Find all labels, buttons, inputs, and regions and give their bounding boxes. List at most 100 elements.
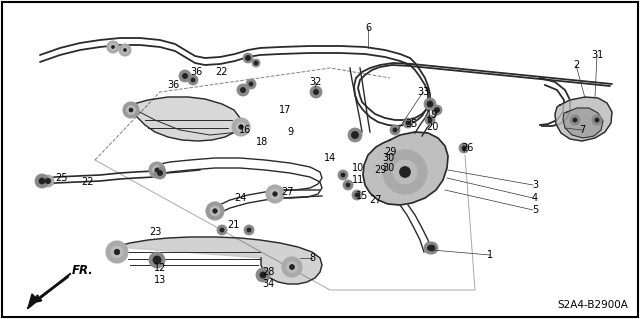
Text: 26: 26 [461, 143, 473, 153]
Circle shape [383, 150, 427, 194]
Circle shape [243, 53, 253, 63]
Circle shape [393, 128, 397, 132]
Circle shape [403, 118, 413, 128]
Circle shape [153, 256, 161, 264]
Circle shape [390, 125, 400, 135]
Circle shape [254, 61, 258, 65]
Circle shape [42, 175, 54, 187]
Text: 1: 1 [487, 250, 493, 260]
Circle shape [232, 118, 250, 136]
Circle shape [462, 146, 466, 150]
Circle shape [188, 75, 198, 85]
Circle shape [428, 246, 433, 250]
Polygon shape [115, 237, 322, 284]
Circle shape [406, 121, 410, 125]
Circle shape [266, 185, 284, 203]
Circle shape [256, 268, 270, 282]
Circle shape [270, 189, 280, 199]
Text: 35: 35 [406, 119, 418, 129]
Text: 30: 30 [382, 153, 394, 163]
Text: 2: 2 [573, 60, 579, 70]
Text: 22: 22 [216, 67, 228, 77]
Circle shape [107, 41, 119, 53]
Circle shape [427, 101, 433, 107]
Circle shape [157, 170, 163, 175]
Text: 29: 29 [374, 165, 386, 175]
Circle shape [399, 167, 410, 177]
Circle shape [149, 252, 165, 268]
Polygon shape [28, 294, 38, 308]
Text: 15: 15 [356, 191, 368, 201]
Text: 9: 9 [287, 127, 293, 137]
Circle shape [570, 115, 580, 125]
Text: 12: 12 [154, 263, 166, 273]
Circle shape [191, 78, 195, 82]
Circle shape [341, 173, 345, 177]
Text: 16: 16 [239, 125, 251, 135]
Circle shape [182, 73, 188, 78]
Circle shape [106, 241, 128, 263]
Circle shape [424, 242, 436, 254]
Circle shape [249, 82, 253, 86]
Circle shape [212, 209, 217, 213]
Circle shape [154, 167, 166, 179]
Circle shape [260, 272, 266, 278]
Text: S2A4-B2900A: S2A4-B2900A [557, 300, 628, 310]
Circle shape [244, 225, 254, 235]
Circle shape [155, 168, 159, 172]
Text: 27: 27 [369, 195, 381, 205]
Circle shape [252, 59, 260, 67]
Text: 7: 7 [579, 125, 585, 135]
Circle shape [45, 178, 51, 184]
Text: 21: 21 [227, 220, 239, 230]
Text: 27: 27 [282, 187, 294, 197]
Circle shape [236, 122, 246, 132]
Circle shape [425, 115, 435, 125]
Text: 31: 31 [591, 50, 603, 60]
Circle shape [429, 245, 435, 251]
Polygon shape [555, 97, 612, 141]
Text: FR.: FR. [72, 264, 93, 277]
Circle shape [206, 202, 224, 220]
Circle shape [273, 192, 277, 196]
Circle shape [122, 47, 128, 53]
Circle shape [592, 115, 602, 125]
Text: 20: 20 [426, 122, 438, 132]
Text: 36: 36 [190, 67, 202, 77]
Text: 19: 19 [426, 110, 438, 120]
Circle shape [111, 46, 115, 48]
Circle shape [459, 143, 469, 153]
Text: 10: 10 [352, 163, 364, 173]
Text: 33: 33 [417, 87, 429, 97]
Polygon shape [563, 108, 603, 138]
Circle shape [210, 206, 220, 216]
Circle shape [352, 190, 362, 200]
Text: 34: 34 [262, 279, 274, 289]
Circle shape [247, 228, 251, 232]
Circle shape [152, 166, 161, 174]
Polygon shape [363, 132, 448, 205]
Text: 23: 23 [149, 227, 161, 237]
Text: 25: 25 [56, 173, 68, 183]
Circle shape [239, 125, 243, 129]
Circle shape [432, 105, 442, 115]
Text: 3: 3 [532, 180, 538, 190]
Circle shape [314, 90, 319, 94]
Circle shape [149, 162, 165, 178]
Circle shape [428, 118, 432, 122]
Text: 32: 32 [309, 77, 321, 87]
Circle shape [109, 44, 116, 50]
Circle shape [348, 128, 362, 142]
Circle shape [220, 228, 224, 232]
Text: 6: 6 [365, 23, 371, 33]
Circle shape [595, 118, 599, 122]
Circle shape [127, 106, 136, 115]
Circle shape [573, 118, 577, 122]
Circle shape [115, 249, 120, 255]
Circle shape [237, 84, 249, 96]
Circle shape [111, 246, 123, 258]
Text: 36: 36 [167, 80, 179, 90]
Circle shape [217, 225, 227, 235]
Text: 29: 29 [384, 147, 396, 157]
Circle shape [338, 170, 348, 180]
